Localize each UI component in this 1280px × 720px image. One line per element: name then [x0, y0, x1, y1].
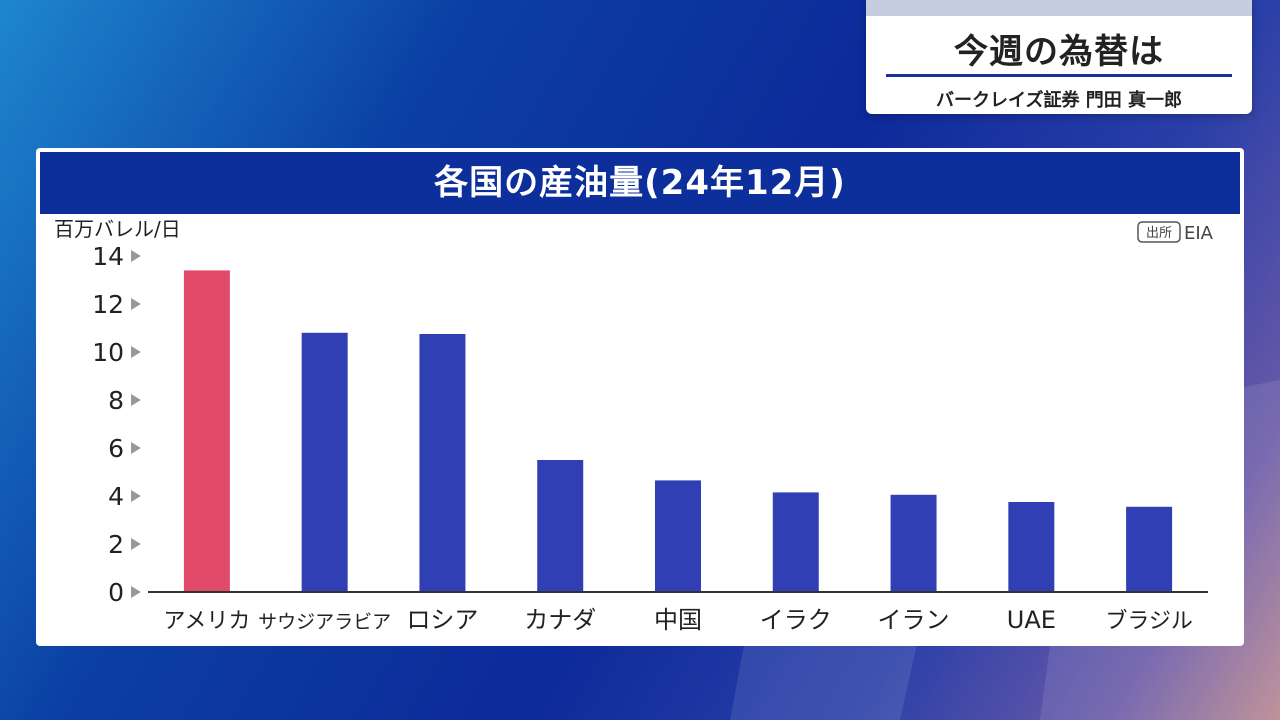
- bar: [772, 492, 819, 592]
- y-tick-label: 12: [92, 290, 124, 319]
- bar: [301, 332, 348, 592]
- y-tick-marker: [131, 538, 141, 550]
- y-tick-label: 4: [108, 482, 124, 511]
- bar: [537, 460, 584, 592]
- title-card-rule: [886, 74, 1232, 77]
- y-tick-label: 6: [108, 434, 124, 463]
- bar: [1008, 502, 1055, 592]
- program-title: 今週の為替は: [954, 32, 1164, 72]
- y-axis-label: 百万バレル/日: [54, 217, 181, 241]
- y-tick-marker: [131, 250, 141, 262]
- x-tick-label: サウジアラビア: [258, 611, 391, 633]
- chart-panel: 各国の産油量(24年12月): [36, 148, 1244, 646]
- guest-name: バークレイズ証券 門田 真一郎: [936, 90, 1182, 111]
- chart-title: 各国の産油量(24年12月): [40, 152, 1240, 214]
- bar: [183, 270, 230, 592]
- x-tick-label: 中国: [654, 606, 702, 634]
- bar: [890, 494, 937, 592]
- x-tick-label: アメリカ: [163, 609, 250, 634]
- bar: [419, 334, 466, 592]
- y-tick-label: 10: [92, 338, 124, 367]
- source-tag-box: [1137, 221, 1181, 243]
- y-axis-ticks: 0 2 4 6 8 10 12 14: [92, 242, 141, 607]
- x-tick-label: ブラジル: [1105, 609, 1193, 634]
- bars: [183, 270, 1173, 592]
- y-tick-label: 14: [92, 242, 124, 271]
- x-tick-label: イラン: [878, 606, 950, 634]
- x-axis-labels: アメリカ サウジアラビア ロシア カナダ 中国 イラク イラン UAE ブラジル: [163, 606, 1192, 634]
- bar: [655, 480, 701, 592]
- x-tick-label: UAE: [1007, 606, 1056, 634]
- y-tick-label: 0: [108, 578, 124, 607]
- y-tick-marker: [131, 490, 141, 502]
- x-tick-label: ロシア: [406, 606, 478, 634]
- y-tick-marker: [131, 442, 141, 454]
- y-tick-marker: [131, 394, 141, 406]
- x-tick-label: カナダ: [524, 606, 596, 634]
- y-tick-label: 2: [108, 530, 124, 559]
- source-note: 出所 EIA: [1137, 221, 1214, 244]
- source-tag: 出所: [1146, 226, 1172, 241]
- x-tick-label: イラク: [760, 606, 832, 634]
- y-tick-marker: [131, 586, 141, 598]
- y-tick-marker: [131, 298, 141, 310]
- y-tick-label: 8: [108, 386, 124, 415]
- source-name: EIA: [1184, 223, 1214, 244]
- title-card-top-strip: [866, 0, 1252, 16]
- y-tick-marker: [131, 346, 141, 358]
- program-title-card: 今週の為替は バークレイズ証券 門田 真一郎: [866, 0, 1252, 114]
- bar: [1126, 506, 1173, 592]
